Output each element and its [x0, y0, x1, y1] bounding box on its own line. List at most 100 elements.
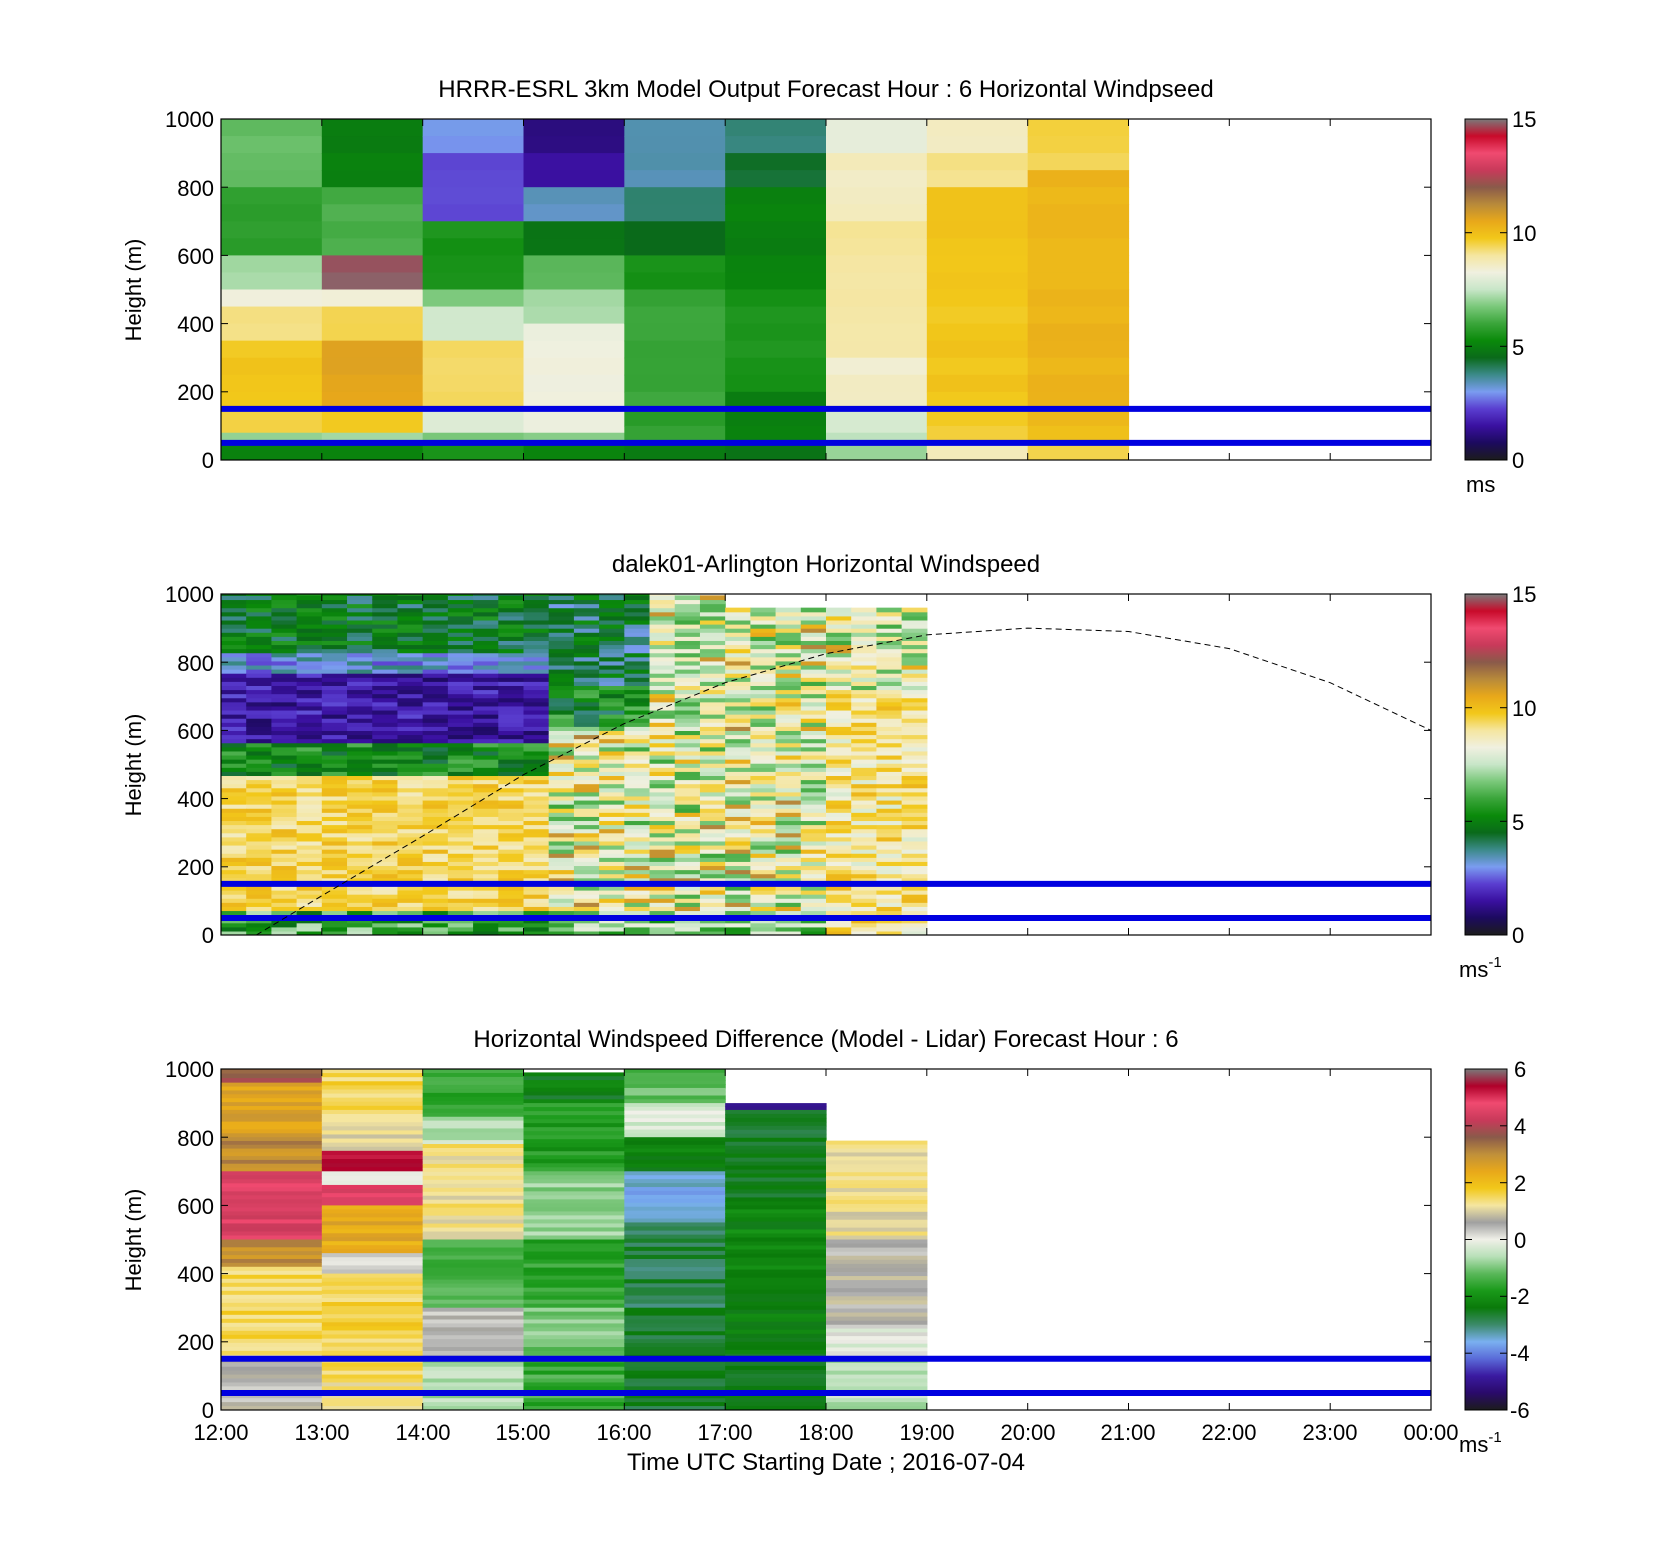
heatmap-cell — [851, 640, 878, 646]
heatmap-cell — [447, 636, 474, 641]
heatmap-cell — [548, 746, 575, 752]
heatmap-cell — [221, 1163, 323, 1169]
heatmap-cell — [599, 779, 625, 785]
heatmap-cell — [498, 824, 525, 830]
heatmap-cell — [826, 1288, 928, 1293]
heatmap-cell — [901, 894, 928, 899]
heatmap-cell — [221, 1255, 323, 1260]
heatmap-cell — [699, 816, 726, 822]
heatmap-cell — [473, 701, 499, 707]
heatmap-cell — [725, 677, 751, 682]
heatmap-cell — [725, 930, 751, 935]
heatmap-cell — [422, 1291, 525, 1297]
heatmap-cell — [523, 624, 550, 629]
heatmap-cell — [699, 754, 726, 760]
heatmap-cell — [876, 857, 903, 862]
heatmap-cell — [271, 636, 298, 641]
heatmap-cell — [447, 812, 474, 817]
heatmap-cell — [725, 767, 751, 772]
heatmap-cell — [296, 775, 323, 781]
heatmap-cell — [851, 705, 878, 711]
heatmap-cell — [624, 885, 651, 891]
heatmap-cell — [372, 636, 399, 641]
heatmap-cell — [296, 795, 323, 801]
heatmap-cell — [221, 1334, 323, 1340]
heatmap-cell — [321, 701, 348, 707]
heatmap-cell — [246, 689, 273, 695]
heatmap-cell — [422, 1299, 525, 1305]
heatmap-cell — [750, 795, 777, 801]
heatmap-cell — [800, 689, 827, 695]
heatmap-cell — [826, 853, 852, 858]
heatmap-cell — [221, 840, 247, 846]
heatmap-cell — [221, 701, 247, 707]
heatmap-cell — [926, 170, 1029, 188]
heatmap-cell — [548, 791, 575, 797]
heatmap-cell — [221, 408, 323, 434]
heatmap-cell — [624, 323, 726, 342]
heatmap-cell — [246, 660, 273, 666]
panel3-xtick-label: 14:00 — [395, 1420, 450, 1445]
heatmap-cell — [321, 619, 348, 625]
heatmap-cell — [851, 660, 878, 666]
heatmap-cell — [296, 594, 323, 596]
heatmap-cell — [649, 791, 676, 797]
heatmap-cell — [826, 750, 852, 756]
heatmap-cell — [372, 771, 399, 777]
heatmap-cell — [422, 726, 449, 731]
heatmap-cell — [699, 595, 726, 601]
heatmap-cell — [750, 709, 777, 715]
heatmap-cell — [422, 832, 449, 838]
heatmap-cell — [725, 832, 751, 838]
heatmap-cell — [548, 922, 575, 928]
heatmap-cell — [599, 664, 625, 670]
heatmap-cell — [1027, 442, 1130, 460]
heatmap-cell — [422, 619, 449, 625]
heatmap-cell — [321, 754, 348, 760]
heatmap-cell — [397, 697, 424, 703]
heatmap-cell — [624, 1226, 726, 1232]
heatmap-cell — [624, 425, 726, 444]
heatmap-cell — [725, 726, 751, 731]
heatmap-cell — [624, 889, 651, 895]
heatmap-cell — [321, 1069, 424, 1074]
heatmap-cell — [422, 926, 449, 932]
heatmap-cell — [599, 714, 625, 719]
heatmap-cell — [271, 804, 298, 809]
heatmap-cell — [624, 742, 651, 748]
heatmap-cell — [246, 685, 273, 691]
heatmap-cell — [573, 877, 600, 883]
heatmap-cell — [447, 619, 474, 625]
heatmap-cell — [321, 119, 424, 137]
heatmap-cell — [699, 898, 726, 903]
heatmap-cell — [221, 771, 247, 777]
heatmap-cell — [725, 840, 751, 846]
heatmap-cell — [321, 1229, 424, 1234]
heatmap-cell — [296, 644, 323, 650]
heatmap-cell — [649, 844, 676, 850]
heatmap-cell — [624, 1167, 726, 1172]
heatmap-cell — [523, 432, 625, 444]
heatmap-cell — [599, 853, 625, 858]
heatmap-cell — [422, 636, 449, 641]
heatmap-cell — [901, 750, 928, 756]
heatmap-cell — [221, 730, 247, 736]
heatmap-cell — [699, 714, 726, 719]
heatmap-cell — [573, 824, 600, 830]
heatmap-cell — [422, 861, 449, 867]
heatmap-cell — [750, 632, 777, 637]
heatmap-cell — [876, 730, 903, 736]
heatmap-cell — [221, 1235, 323, 1241]
heatmap-cell — [221, 1366, 323, 1372]
heatmap-cell — [926, 153, 1029, 171]
heatmap-cell — [271, 767, 298, 772]
heatmap-cell — [296, 840, 323, 846]
heatmap-cell — [221, 718, 247, 723]
heatmap-cell — [599, 767, 625, 772]
heatmap-cell — [826, 820, 852, 826]
heatmap-cell — [775, 906, 802, 912]
heatmap-cell — [624, 1084, 726, 1089]
heatmap-cell — [573, 889, 600, 895]
heatmap-cell — [372, 754, 399, 760]
heatmap-cell — [221, 873, 247, 879]
